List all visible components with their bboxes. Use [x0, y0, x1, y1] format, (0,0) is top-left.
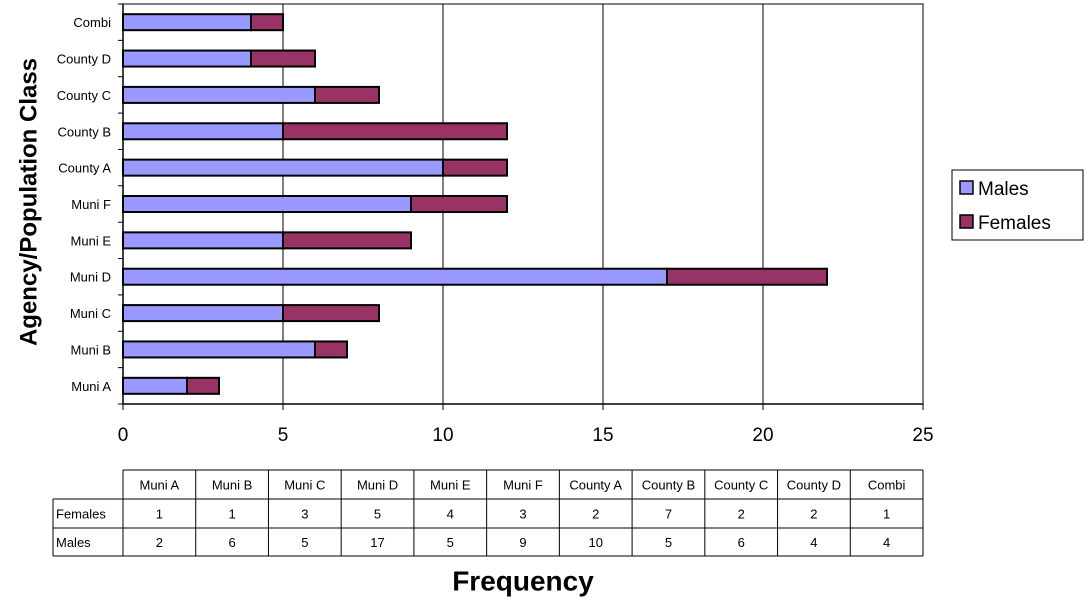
x-tick-label: 10: [432, 425, 453, 446]
table-cell: 2: [156, 535, 163, 550]
bar-females: [442, 158, 508, 177]
legend-label: Females: [978, 213, 1051, 234]
bar-males: [122, 85, 316, 104]
bar-females: [410, 195, 508, 213]
category-label: Muni B: [71, 342, 111, 357]
table-header-cell: Combi: [868, 478, 906, 493]
x-tick-label: 25: [912, 425, 933, 446]
table-cell: 5: [665, 535, 672, 550]
category-label: Muni F: [71, 197, 111, 212]
table-header-cell: County D: [787, 478, 841, 493]
table-header-cell: County B: [642, 478, 695, 493]
table-header-cell: County A: [569, 478, 622, 493]
table-cell: 4: [883, 535, 890, 550]
category-label: County B: [58, 124, 111, 139]
table-row-label: Females: [56, 507, 106, 522]
bar-females: [250, 49, 316, 68]
category-label: Combi: [73, 15, 111, 30]
table-header-cell: County C: [714, 478, 768, 493]
table-cell: 4: [447, 507, 454, 522]
table-row-label: Males: [56, 535, 91, 550]
category-label: Muni C: [70, 306, 111, 321]
table-header-cell: Muni B: [212, 478, 252, 493]
x-tick-label: 20: [752, 425, 773, 446]
table-header-cell: Muni F: [503, 478, 543, 493]
x-tick-label: 0: [118, 425, 129, 446]
table-cell: 2: [592, 507, 599, 522]
bar-females: [282, 231, 412, 250]
bar-females: [314, 340, 348, 359]
table-header-cell: Muni D: [357, 478, 398, 493]
table-cell: 17: [370, 535, 384, 550]
table-header-cell: Muni C: [284, 478, 325, 493]
category-label: Muni E: [71, 233, 112, 248]
table-cell: 5: [447, 535, 454, 550]
bar-males: [122, 304, 284, 323]
bar-males: [122, 122, 284, 141]
table-cell: 9: [519, 535, 526, 550]
table-cell: 3: [301, 507, 308, 522]
bar-females: [186, 376, 220, 395]
table-cell: 7: [665, 507, 672, 522]
bar-males: [122, 13, 252, 32]
legend-label: Males: [978, 179, 1029, 200]
bar-females: [282, 304, 380, 323]
category-label: Muni A: [71, 379, 111, 394]
bar-males: [122, 158, 444, 177]
table-cell: 5: [374, 507, 381, 522]
table-cell: 10: [588, 535, 602, 550]
bar-males: [122, 195, 412, 213]
legend-swatch: [959, 214, 974, 229]
legend-box: [951, 169, 1084, 241]
x-axis-title: Frequency: [452, 565, 594, 596]
table-cell: 5: [301, 535, 308, 550]
bar-males: [122, 376, 188, 395]
table-cell: 1: [228, 507, 235, 522]
legend-swatch: [959, 180, 974, 195]
category-label: Muni D: [70, 270, 111, 285]
table-cell: 1: [156, 507, 163, 522]
table-cell: 2: [810, 507, 817, 522]
table-header-cell: Muni E: [430, 478, 471, 493]
bar-females: [314, 85, 380, 104]
table-header-cell: Muni A: [139, 478, 179, 493]
x-tick-label: 5: [278, 425, 289, 446]
table-cell: 2: [738, 507, 745, 522]
table-cell: 1: [883, 507, 890, 522]
bar-males: [122, 340, 316, 359]
table-cell: 4: [810, 535, 817, 550]
bar-females: [666, 267, 828, 286]
x-tick-label: 15: [592, 425, 613, 446]
bar-males: [122, 49, 252, 68]
bar-females: [282, 122, 508, 141]
table-cell: 6: [228, 535, 235, 550]
table-cell: 6: [738, 535, 745, 550]
bar-males: [122, 267, 668, 286]
category-label: County C: [57, 88, 111, 103]
table-cell: 3: [519, 507, 526, 522]
bar-males: [122, 231, 284, 250]
bar-females: [250, 13, 284, 32]
y-axis-title: Agency/Population Class: [15, 58, 42, 346]
category-label: County D: [57, 52, 111, 67]
category-label: County A: [58, 161, 111, 176]
